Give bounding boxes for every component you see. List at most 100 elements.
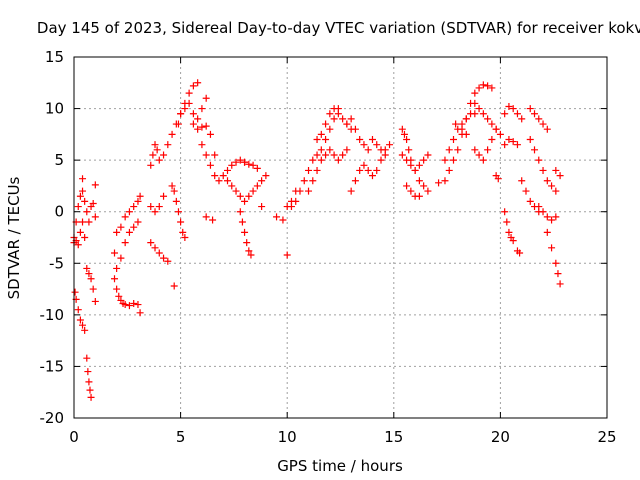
data-point: [343, 120, 351, 128]
series-arc1: [70, 187, 99, 241]
data-point: [170, 282, 178, 290]
data-point: [155, 203, 163, 211]
data-point: [377, 156, 385, 164]
series-arc9: [113, 192, 144, 236]
series-arc33: [403, 182, 423, 200]
series-arc29: [347, 161, 372, 195]
series-arc34: [435, 179, 443, 187]
data-point: [479, 110, 487, 118]
data-point: [198, 141, 206, 149]
data-point: [492, 125, 500, 133]
series-arc43: [501, 208, 517, 245]
data-point: [287, 203, 295, 211]
data-point: [330, 115, 338, 123]
data-point: [334, 110, 342, 118]
data-point: [556, 280, 564, 288]
data-point: [76, 316, 84, 324]
data-point: [309, 177, 317, 185]
data-point: [153, 146, 161, 154]
data-point: [326, 110, 334, 118]
data-point: [83, 208, 91, 216]
data-point: [400, 130, 408, 138]
data-point: [185, 99, 193, 107]
data-point: [309, 156, 317, 164]
data-point: [172, 197, 180, 205]
data-point: [488, 84, 496, 92]
data-point: [147, 203, 155, 211]
data-point: [206, 130, 214, 138]
data-point: [134, 301, 142, 309]
data-point: [305, 166, 313, 174]
data-point: [151, 141, 159, 149]
series-arc3: [71, 288, 89, 334]
data-point: [209, 216, 217, 224]
data-point: [83, 264, 91, 272]
data-point: [258, 177, 266, 185]
data-point: [424, 151, 432, 159]
data-point: [509, 105, 517, 113]
data-point: [215, 177, 223, 185]
data-point: [243, 239, 251, 247]
data-point: [535, 156, 543, 164]
series-arc37: [452, 120, 470, 138]
data-point: [91, 297, 99, 305]
series-arc38: [471, 125, 500, 164]
data-point: [415, 177, 423, 185]
series-arc47: [526, 136, 560, 195]
data-point: [89, 199, 97, 207]
data-point: [462, 130, 470, 138]
data-point: [115, 292, 123, 300]
data-point: [313, 166, 321, 174]
data-point: [398, 151, 406, 159]
data-point: [548, 244, 556, 252]
series-arc18: [202, 213, 217, 224]
data-point: [317, 156, 325, 164]
series-arc41: [501, 103, 526, 123]
data-point: [475, 105, 483, 113]
data-point: [283, 251, 291, 259]
data-point: [368, 172, 376, 180]
data-point: [526, 105, 534, 113]
series-arc28: [343, 115, 389, 159]
series-arc36: [441, 110, 479, 164]
data-point: [202, 122, 210, 130]
data-point: [317, 130, 325, 138]
data-point: [471, 89, 479, 97]
data-point: [494, 175, 502, 183]
data-point: [160, 254, 168, 262]
data-point: [177, 110, 185, 118]
data-point: [484, 82, 492, 90]
data-point: [373, 166, 381, 174]
data-point: [462, 115, 470, 123]
data-point: [206, 161, 214, 169]
data-point: [189, 82, 197, 90]
series-arc14: [170, 282, 178, 290]
series-arc45: [518, 177, 543, 216]
series-arc17: [198, 122, 223, 185]
y-tick-labels: -20 -15 -10 -5 0 5 10 15: [40, 48, 65, 427]
axis-ticks: [73, 56, 608, 419]
data-point: [194, 115, 202, 123]
data-point: [81, 197, 89, 205]
data-point: [296, 187, 304, 195]
data-point: [398, 125, 406, 133]
data-point: [89, 285, 97, 293]
y-tick-label: -10: [40, 306, 65, 324]
data-point: [198, 123, 206, 131]
data-points: [70, 79, 564, 401]
data-point: [111, 249, 119, 257]
data-point: [117, 223, 125, 231]
data-point: [74, 241, 82, 249]
data-point: [505, 228, 513, 236]
series-arc49: [543, 228, 564, 288]
data-point: [202, 213, 210, 221]
data-point: [505, 136, 513, 144]
data-point: [347, 115, 355, 123]
data-point: [211, 172, 219, 180]
data-point: [522, 187, 530, 195]
data-point: [85, 270, 93, 278]
series-arc26: [305, 146, 351, 195]
series-arc25: [287, 105, 342, 211]
series-arc24: [283, 251, 291, 259]
